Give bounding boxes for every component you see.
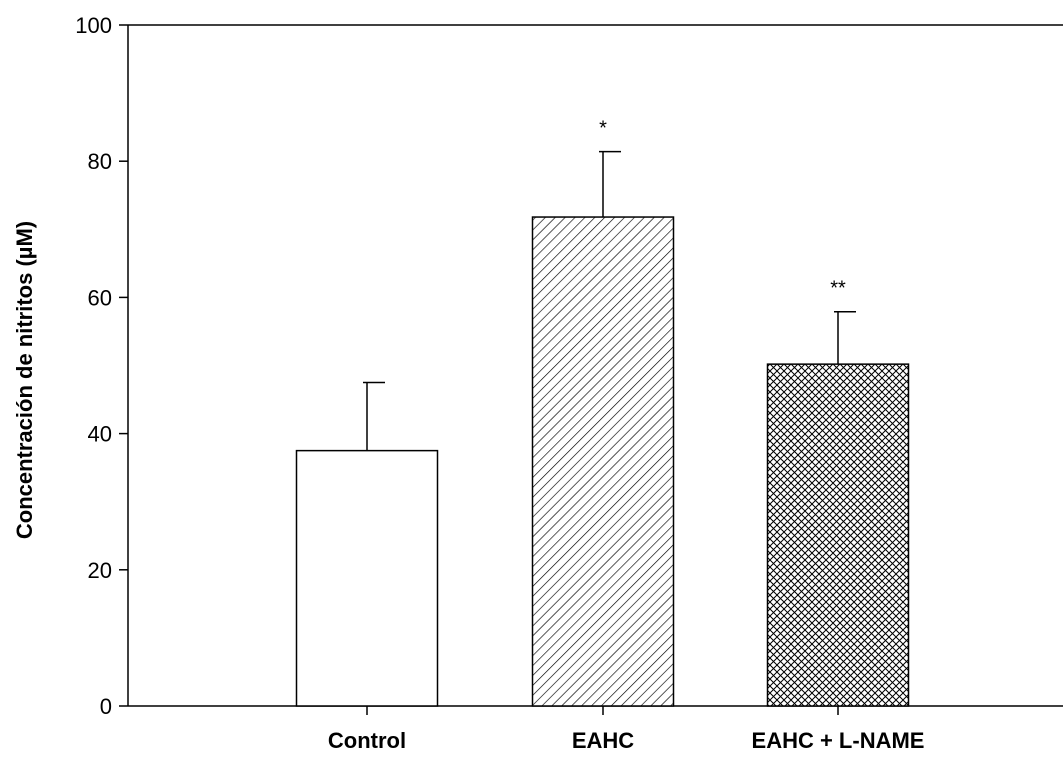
bar xyxy=(531,216,675,707)
y-tick-label: 60 xyxy=(88,285,112,310)
y-axis-title: Concentración de nitritos (µM) xyxy=(12,221,37,539)
y-tick-label: 40 xyxy=(88,422,112,447)
y-tick-label: 80 xyxy=(88,149,112,174)
bar xyxy=(295,449,439,707)
bar xyxy=(766,363,910,707)
significance-label: ** xyxy=(830,278,846,300)
category-label: EAHC + L-NAME xyxy=(752,728,925,753)
category-label: EAHC xyxy=(572,728,634,753)
category-label: Control xyxy=(328,728,406,753)
y-tick-label: 100 xyxy=(75,13,112,38)
significance-label: * xyxy=(599,118,607,140)
y-tick-label: 20 xyxy=(88,558,112,583)
y-tick-label: 0 xyxy=(100,694,112,719)
